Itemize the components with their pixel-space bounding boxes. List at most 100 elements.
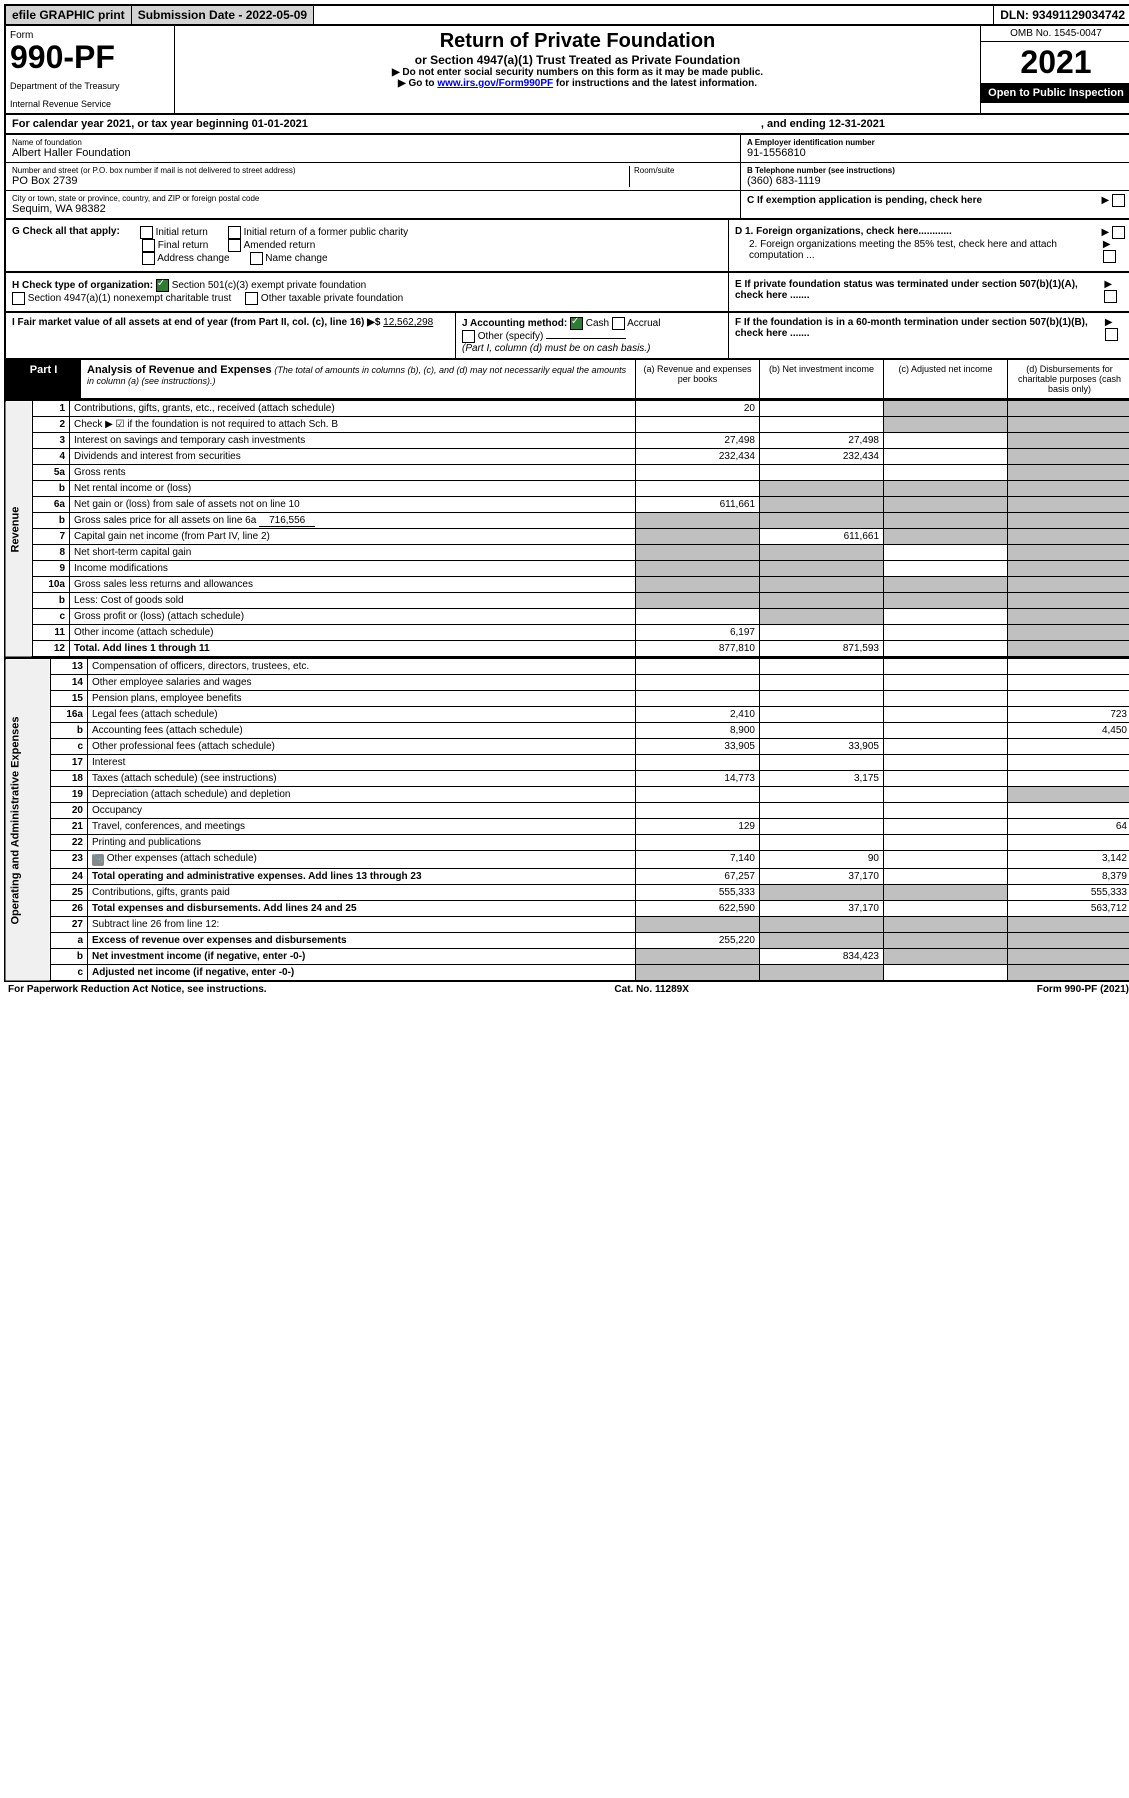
value-cell: 64 xyxy=(1008,819,1129,835)
value-cell xyxy=(884,755,1008,771)
row-desc: Adjusted net income (if negative, enter … xyxy=(88,965,636,982)
table-row: 24Total operating and administrative exp… xyxy=(5,869,1129,885)
value-cell: 871,593 xyxy=(760,641,884,658)
irs-link[interactable]: www.irs.gov/Form990PF xyxy=(437,78,553,89)
ein: 91-1556810 xyxy=(747,147,1125,159)
g-final[interactable] xyxy=(142,239,155,252)
value-cell xyxy=(884,513,1008,529)
value-cell xyxy=(636,803,760,819)
tax-year: 2021 xyxy=(981,42,1129,83)
h-501c3-checkbox[interactable] xyxy=(156,279,169,292)
row-num: 3 xyxy=(33,433,70,449)
table-row: cOther professional fees (attach schedul… xyxy=(5,739,1129,755)
h-other-checkbox[interactable] xyxy=(245,292,258,305)
value-cell xyxy=(760,787,884,803)
h-4947-checkbox[interactable] xyxy=(12,292,25,305)
row-num: 13 xyxy=(51,659,88,675)
part-desc: Analysis of Revenue and Expenses (The to… xyxy=(81,360,635,398)
value-cell xyxy=(636,529,760,545)
row-num: 22 xyxy=(51,835,88,851)
expense-table: Operating and Administrative Expenses13C… xyxy=(4,658,1129,982)
value-cell xyxy=(884,917,1008,933)
value-cell xyxy=(636,917,760,933)
value-cell xyxy=(884,771,1008,787)
value-cell xyxy=(884,835,1008,851)
value-cell: 67,257 xyxy=(636,869,760,885)
telephone: (360) 683-1119 xyxy=(747,175,1125,187)
table-row: 6aNet gain or (loss) from sale of assets… xyxy=(5,497,1129,513)
value-cell xyxy=(1008,481,1129,497)
value-cell xyxy=(1008,787,1129,803)
row-desc: Total expenses and disbursements. Add li… xyxy=(88,901,636,917)
value-cell: 37,170 xyxy=(760,869,884,885)
g-name[interactable] xyxy=(250,252,263,265)
j-other-checkbox[interactable] xyxy=(462,330,475,343)
value-cell xyxy=(884,691,1008,707)
i-value: 12,562,298 xyxy=(383,317,433,328)
row-desc: Net investment income (if negative, ente… xyxy=(88,949,636,965)
value-cell: 723 xyxy=(1008,707,1129,723)
f-checkbox[interactable] xyxy=(1105,328,1118,341)
g-initial[interactable] xyxy=(140,226,153,239)
value-cell xyxy=(760,835,884,851)
g-amended[interactable] xyxy=(228,239,241,252)
value-cell: 33,905 xyxy=(760,739,884,755)
row-desc: Depreciation (attach schedule) and deple… xyxy=(88,787,636,803)
table-row: 16aLegal fees (attach schedule)2,410723 xyxy=(5,707,1129,723)
attachment-icon[interactable]: 📎 xyxy=(92,854,104,866)
table-row: 3Interest on savings and temporary cash … xyxy=(5,433,1129,449)
part-label: Part I xyxy=(6,360,81,398)
value-cell: 27,498 xyxy=(636,433,760,449)
j-other: Other (specify) xyxy=(478,331,544,342)
value-cell xyxy=(760,803,884,819)
h-label: H Check type of organization: xyxy=(12,280,153,291)
value-cell xyxy=(636,691,760,707)
value-cell xyxy=(1008,497,1129,513)
value-cell xyxy=(884,625,1008,641)
ein-label: A Employer identification number xyxy=(747,138,1125,147)
value-cell xyxy=(636,481,760,497)
value-cell xyxy=(1008,561,1129,577)
table-row: 7Capital gain net income (from Part IV, … xyxy=(5,529,1129,545)
d2-checkbox[interactable] xyxy=(1103,250,1116,263)
value-cell xyxy=(760,933,884,949)
row-num: c xyxy=(33,609,70,625)
table-row: Revenue1Contributions, gifts, grants, et… xyxy=(5,401,1129,417)
id-right: A Employer identification number 91-1556… xyxy=(740,135,1129,218)
value-cell xyxy=(884,803,1008,819)
form-subtitle: or Section 4947(a)(1) Trust Treated as P… xyxy=(179,53,976,67)
row-num: 8 xyxy=(33,545,70,561)
value-cell xyxy=(1008,675,1129,691)
c-label: C If exemption application is pending, c… xyxy=(747,195,982,206)
dept-treasury: Department of the Treasury xyxy=(10,81,170,91)
instr-1: ▶ Do not enter social security numbers o… xyxy=(179,67,976,78)
value-cell xyxy=(884,481,1008,497)
table-row: 9Income modifications xyxy=(5,561,1129,577)
value-cell xyxy=(636,545,760,561)
row-desc: Income modifications xyxy=(70,561,636,577)
value-cell xyxy=(636,755,760,771)
value-cell: 3,175 xyxy=(760,771,884,787)
open-public: Open to Public Inspection xyxy=(981,83,1129,103)
row-desc: Compensation of officers, directors, tru… xyxy=(88,659,636,675)
d1-checkbox[interactable] xyxy=(1112,226,1125,239)
j-cash-checkbox[interactable] xyxy=(570,317,583,330)
e-checkbox[interactable] xyxy=(1104,290,1117,303)
header-left: Form 990-PF Department of the Treasury I… xyxy=(6,26,175,113)
table-row: 27Subtract line 26 from line 12: xyxy=(5,917,1129,933)
addr-label: Number and street (or P.O. box number if… xyxy=(12,166,629,175)
g-address[interactable] xyxy=(142,252,155,265)
e-label: E If private foundation status was termi… xyxy=(735,279,1104,303)
tel-label: B Telephone number (see instructions) xyxy=(747,166,1125,175)
value-cell: 555,333 xyxy=(1008,885,1129,901)
j-accrual-checkbox[interactable] xyxy=(612,317,625,330)
efile-label[interactable]: efile GRAPHIC print xyxy=(6,6,132,24)
c-checkbox[interactable] xyxy=(1112,194,1125,207)
row-num: 15 xyxy=(51,691,88,707)
col-b: (b) Net investment income xyxy=(759,360,883,398)
header: Form 990-PF Department of the Treasury I… xyxy=(4,26,1129,115)
g-initial-former[interactable] xyxy=(228,226,241,239)
table-row: Operating and Administrative Expenses13C… xyxy=(5,659,1129,675)
value-cell xyxy=(1008,755,1129,771)
row-num: a xyxy=(51,933,88,949)
